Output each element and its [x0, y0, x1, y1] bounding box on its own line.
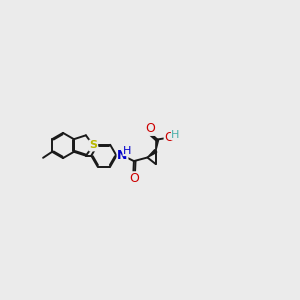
Polygon shape [147, 150, 157, 158]
Text: S: S [89, 140, 97, 151]
Text: H: H [171, 130, 179, 140]
Text: O: O [146, 122, 155, 135]
Text: O: O [129, 172, 139, 185]
Text: H: H [123, 146, 131, 156]
Text: O: O [164, 131, 174, 144]
Text: N: N [117, 149, 128, 162]
Polygon shape [156, 139, 159, 151]
